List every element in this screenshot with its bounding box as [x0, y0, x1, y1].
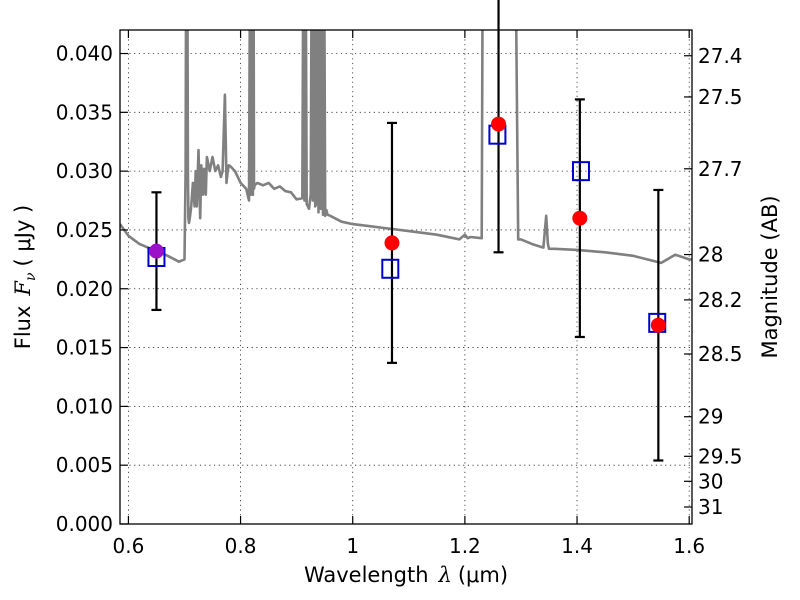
- y-tick-label: 0.000: [56, 512, 113, 536]
- y-tick-label: 0.025: [56, 218, 113, 242]
- y2-axis-label: Magnitude (AB): [758, 195, 782, 358]
- y-tick-label: 0.020: [56, 277, 113, 301]
- y2-tick-label: 28: [698, 243, 723, 267]
- y2-tick-label: 28.2: [698, 288, 743, 312]
- x-tick-label: 0.8: [225, 534, 257, 558]
- plot-background: [120, 30, 692, 524]
- plot-frame: [119, 29, 693, 525]
- observed-point: [650, 317, 666, 333]
- model-spectrum-line: [120, 30, 692, 265]
- y-tick-label: 0.015: [56, 336, 113, 360]
- observed-point: [572, 210, 588, 226]
- observed-points-layer: [148, 116, 666, 333]
- y2-tick-label: 31: [698, 495, 723, 519]
- y-tick-label: 0.035: [56, 100, 113, 124]
- y2-tick-label: 29: [698, 405, 723, 429]
- y2-tick-label: 27.4: [698, 44, 743, 68]
- y2-tick-label: 27.7: [698, 157, 743, 181]
- x-axis-label: Wavelength λ (μm): [304, 563, 508, 587]
- x-tick-label: 1.6: [673, 534, 705, 558]
- observed-point: [491, 116, 507, 132]
- x-tick-label: 1.2: [449, 534, 481, 558]
- y2-tick-label: 28.5: [698, 342, 743, 366]
- model-photometry-point: [381, 258, 400, 279]
- model-photometry-point: [571, 161, 590, 182]
- x-axis: 0.6 0.8 1 1.2 1.4 1.6: [113, 30, 705, 558]
- y2-tick-label: 30: [698, 469, 723, 493]
- observed-point: [148, 243, 164, 259]
- y-tick-label: 0.030: [56, 159, 113, 183]
- y-axis-label: FluxFν( μJy ): [11, 205, 39, 349]
- x-tick-label: 1.4: [561, 534, 593, 558]
- y-axis: 0.000 0.005 0.010 0.015 0.020 0.025 0.030 0.035…: [56, 42, 128, 536]
- y2-tick-label: 27.5: [698, 85, 743, 109]
- x-tick-label: 1: [346, 534, 359, 558]
- y2-tick-label: 29.5: [698, 444, 743, 468]
- y-tick-label: 0.005: [56, 453, 113, 477]
- model-spectrum-layer: [120, 30, 692, 265]
- y-tick-label: 0.010: [56, 394, 113, 418]
- observed-point: [384, 235, 400, 251]
- y-tick-label: 0.040: [56, 42, 113, 66]
- x-tick-label: 0.6: [113, 534, 145, 558]
